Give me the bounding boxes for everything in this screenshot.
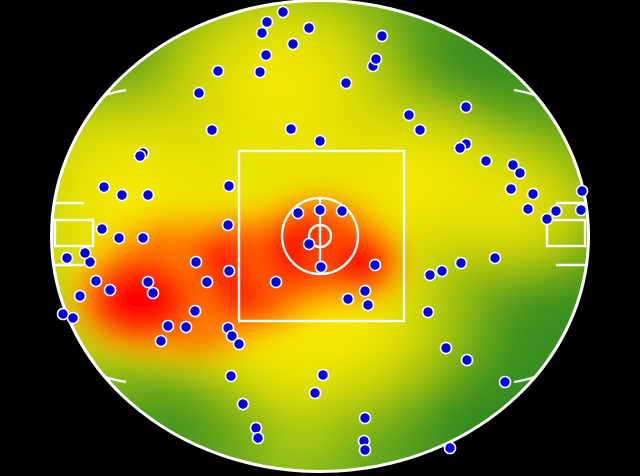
left-goal-square	[53, 218, 95, 248]
event-point	[192, 86, 206, 100]
event-point	[313, 203, 327, 217]
event-point	[112, 231, 126, 245]
event-point	[526, 187, 540, 201]
event-point	[73, 289, 87, 303]
event-point	[89, 274, 103, 288]
event-point	[136, 231, 150, 245]
event-point	[188, 304, 202, 318]
boundary-ellipse-outline	[50, 0, 590, 473]
event-point	[284, 122, 298, 136]
event-point	[574, 203, 588, 217]
event-point	[251, 431, 265, 445]
event-point	[361, 298, 375, 312]
event-point	[97, 180, 111, 194]
event-point	[103, 283, 117, 297]
event-point	[421, 305, 435, 319]
event-point	[115, 188, 129, 202]
event-point	[253, 65, 267, 79]
event-point	[435, 264, 449, 278]
event-point	[95, 222, 109, 236]
event-point	[423, 268, 437, 282]
event-point	[260, 15, 274, 29]
event-point	[224, 369, 238, 383]
event-point	[358, 411, 372, 425]
event-point	[78, 246, 92, 260]
event-point	[314, 260, 328, 274]
event-point	[222, 264, 236, 278]
event-point	[413, 123, 427, 137]
event-point	[269, 275, 283, 289]
event-point	[259, 48, 273, 62]
event-point	[66, 311, 80, 325]
event-point	[205, 123, 219, 137]
event-point	[358, 443, 372, 457]
event-point	[313, 134, 327, 148]
event-point	[141, 188, 155, 202]
event-point	[276, 5, 290, 19]
event-point	[302, 21, 316, 35]
event-point	[255, 26, 269, 40]
event-point	[146, 286, 160, 300]
event-point	[521, 202, 535, 216]
event-point	[540, 212, 554, 226]
event-point	[339, 76, 353, 90]
event-point	[335, 204, 349, 218]
event-point	[341, 292, 355, 306]
event-point	[189, 255, 203, 269]
event-point	[488, 251, 502, 265]
event-point	[200, 275, 214, 289]
event-point	[575, 184, 589, 198]
event-point	[453, 141, 467, 155]
event-point	[498, 375, 512, 389]
event-point	[133, 149, 147, 163]
event-point	[369, 52, 383, 66]
event-point	[549, 204, 563, 218]
event-point	[439, 341, 453, 355]
event-point	[316, 368, 330, 382]
event-point	[454, 256, 468, 270]
event-points-layer	[56, 5, 589, 457]
event-point	[236, 397, 250, 411]
event-point	[460, 353, 474, 367]
heatmap-hot-blob	[308, 216, 412, 308]
event-point	[375, 29, 389, 43]
event-point	[222, 179, 236, 193]
event-point	[459, 100, 473, 114]
event-point	[402, 108, 416, 122]
event-point	[154, 334, 168, 348]
event-point	[358, 284, 372, 298]
event-point	[249, 421, 263, 435]
event-point	[513, 166, 527, 180]
event-point	[504, 182, 518, 196]
event-point	[60, 251, 74, 265]
event-point	[302, 237, 316, 251]
heatmap-hot-blob	[60, 238, 220, 362]
event-point	[161, 319, 175, 333]
event-point	[211, 64, 225, 78]
event-point	[506, 158, 520, 172]
event-point	[443, 441, 457, 455]
event-point	[286, 37, 300, 51]
event-point	[291, 206, 305, 220]
event-point	[225, 329, 239, 343]
event-point	[179, 320, 193, 334]
event-point	[221, 218, 235, 232]
event-point	[141, 275, 155, 289]
event-point	[368, 258, 382, 272]
right-goal-square	[545, 218, 587, 248]
event-point	[308, 386, 322, 400]
centre-square	[237, 149, 406, 323]
event-point	[232, 337, 246, 351]
event-point	[479, 154, 493, 168]
